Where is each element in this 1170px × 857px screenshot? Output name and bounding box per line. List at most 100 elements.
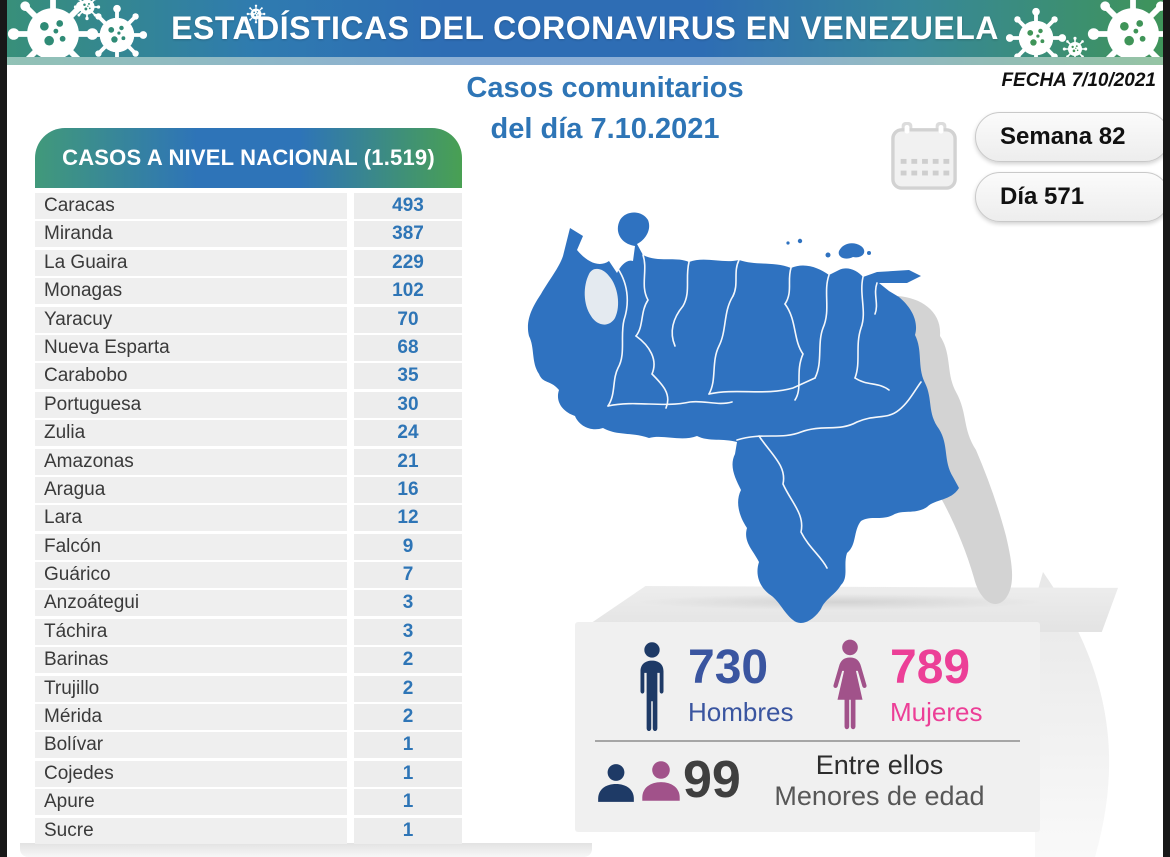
state-value: 229 — [354, 249, 462, 276]
table-row: Falcón 9 — [35, 533, 462, 560]
state-value: 70 — [354, 306, 462, 333]
state-value: 1 — [354, 760, 462, 787]
table-row: Mérida 2 — [35, 704, 462, 731]
state-value: 1 — [354, 817, 462, 844]
cases-table: Caracas 493 Miranda 387 La Guaira 229 Monagas 1… — [35, 193, 462, 846]
state-value: 387 — [354, 221, 462, 248]
week-badge-label: Semana 82 — [1000, 123, 1126, 150]
day-badge: Día 571 — [975, 172, 1170, 222]
state-name: Anzoátegui — [35, 590, 347, 617]
state-name: Táchira — [35, 618, 347, 645]
subtitle-line2: del día 7.10.2021 — [490, 113, 720, 145]
table-title: CASOS A NIVEL NACIONAL (1.519) — [62, 145, 435, 170]
map-lake — [584, 268, 619, 325]
state-value: 9 — [354, 533, 462, 560]
state-value: 24 — [354, 420, 462, 447]
page-curl-shadow — [1035, 572, 1110, 857]
right-black-edge — [1163, 0, 1170, 857]
table-row: Caracas 493 — [35, 193, 462, 219]
subtitle-line1: Casos comunitarios — [466, 72, 744, 104]
state-name: Cojedes — [35, 760, 347, 787]
men-count: 730 — [688, 641, 769, 694]
state-value: 1 — [354, 732, 462, 759]
table-row: Apure 1 — [35, 789, 462, 816]
table-row: Barinas 2 — [35, 647, 462, 674]
map-region-claimed — [897, 296, 1013, 604]
state-value: 493 — [354, 193, 462, 219]
banner-underline — [0, 57, 1170, 65]
header-banner: ESTADÍSTICAS DEL CORONAVIRUS EN VENEZUEL… — [0, 0, 1170, 57]
female-bust-icon — [642, 761, 680, 801]
date-label: FECHA 7/10/2021 — [1001, 70, 1156, 91]
state-value: 68 — [354, 334, 462, 361]
state-name: Sucre — [35, 817, 347, 844]
state-value: 30 — [354, 391, 462, 418]
state-name: Nueva Esparta — [35, 334, 347, 361]
table-row: Táchira 3 — [35, 618, 462, 645]
state-name: Aragua — [35, 476, 347, 503]
state-value: 2 — [354, 704, 462, 731]
day-badge-label: Día 571 — [1000, 183, 1085, 210]
table-row: Cojedes 1 — [35, 760, 462, 787]
male-bust-icon — [598, 764, 634, 802]
table-row: Anzoátegui 3 — [35, 590, 462, 617]
map-shadow — [640, 594, 1040, 610]
man-icon — [640, 642, 664, 731]
subtitle: Casos comunitarios del día 7.10.2021 — [350, 68, 860, 150]
state-name: Mérida — [35, 704, 347, 731]
map-state-borders — [607, 254, 922, 569]
state-value: 12 — [354, 505, 462, 532]
state-name: Monagas — [35, 278, 347, 305]
table-shadow — [20, 843, 592, 857]
table-row: Amazonas 21 — [35, 448, 462, 475]
map-region-mainland — [527, 212, 959, 623]
state-name: Portuguesa — [35, 391, 347, 418]
minors-label-line1: Entre ellos — [815, 750, 944, 780]
state-name: Lara — [35, 505, 347, 532]
table-row: Portuguesa 30 — [35, 391, 462, 418]
table-header: CASOS A NIVEL NACIONAL (1.519) — [35, 128, 462, 188]
state-name: Carabobo — [35, 363, 347, 390]
state-value: 2 — [354, 675, 462, 702]
state-value: 16 — [354, 476, 462, 503]
state-name: Yaracuy — [35, 306, 347, 333]
table-row: Zulia 24 — [35, 420, 462, 447]
table-row: Nueva Esparta 68 — [35, 334, 462, 361]
state-value: 35 — [354, 363, 462, 390]
state-name: Caracas — [35, 193, 347, 219]
table-row: Carabobo 35 — [35, 363, 462, 390]
page-title: ESTADÍSTICAS DEL CORONAVIRUS EN VENEZUEL… — [171, 10, 999, 46]
state-name: Guárico — [35, 562, 347, 589]
women-label: Mujeres — [890, 697, 983, 727]
state-name: Trujillo — [35, 675, 347, 702]
men-label: Hombres — [688, 697, 794, 727]
table-row: Miranda 387 — [35, 221, 462, 248]
women-count: 789 — [890, 641, 971, 694]
state-name: La Guaira — [35, 249, 347, 276]
state-name: Apure — [35, 789, 347, 816]
table-row: Monagas 102 — [35, 278, 462, 305]
woman-icon — [833, 639, 867, 730]
minors-label: Entre ellos Menores de edad — [737, 750, 1022, 812]
state-name: Barinas — [35, 647, 347, 674]
table-row: Trujillo 2 — [35, 675, 462, 702]
calendar-icon — [891, 122, 957, 190]
state-name: Amazonas — [35, 448, 347, 475]
state-value: 3 — [354, 618, 462, 645]
table-row: Sucre 1 — [35, 817, 462, 844]
map-islands — [786, 238, 871, 259]
state-value: 21 — [354, 448, 462, 475]
state-value: 3 — [354, 590, 462, 617]
state-name: Bolívar — [35, 732, 347, 759]
table-row: Yaracuy 70 — [35, 306, 462, 333]
state-name: Zulia — [35, 420, 347, 447]
minors-label-line2: Menores de edad — [774, 781, 985, 811]
left-black-edge — [0, 0, 7, 857]
gender-stats-panel: 730 Hombres 789 Mujeres 99 Entre ellos M… — [575, 622, 1040, 832]
venezuela-map — [527, 212, 1013, 623]
state-name: Miranda — [35, 221, 347, 248]
table-row: Guárico 7 — [35, 562, 462, 589]
state-value: 2 — [354, 647, 462, 674]
state-value: 7 — [354, 562, 462, 589]
